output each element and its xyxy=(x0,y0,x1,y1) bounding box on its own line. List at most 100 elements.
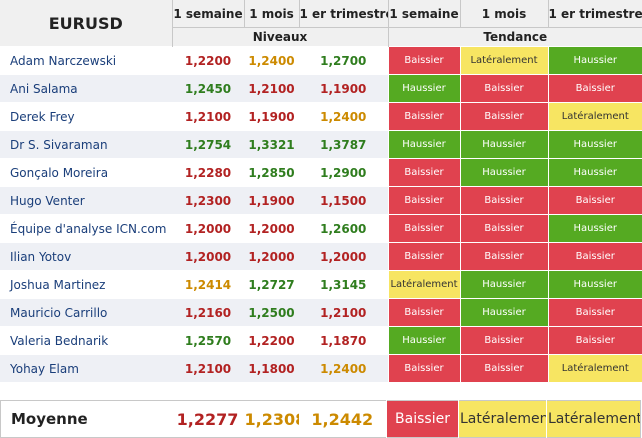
header-row-periods: EURUSD 1 semaine 1 mois 1 er trimestre 1… xyxy=(0,0,642,33)
average-trend-1m: Latéralement xyxy=(458,400,547,438)
table-row: Derek Frey 1,2100 1,1900 1,2400 Baissier Bais… xyxy=(0,102,642,131)
trend-badge: Baissier xyxy=(547,326,642,355)
table-row: Adam Narczewski 1,2200 1,2400 1,2700 Baissie… xyxy=(0,46,642,75)
level-value: 1,1900 xyxy=(244,102,299,131)
trend-header-q: 1 er trimestre xyxy=(547,0,642,28)
trend-badge: Latéralement xyxy=(547,102,642,131)
average-label: Moyenne xyxy=(11,410,88,428)
trend-badge: Baissier xyxy=(387,186,460,215)
trend-badge: Baissier xyxy=(387,46,460,75)
table-row: Valeria Bednarik 1,2570 1,2200 1,1870 Haussi… xyxy=(0,326,642,355)
table-row: Ilian Yotov 1,2000 1,2000 1,2000 Baissier Bai… xyxy=(0,242,642,271)
trend-group-header: Tendance xyxy=(387,27,642,47)
trend-badge: Latéralement xyxy=(547,354,642,382)
level-value: 1,2100 xyxy=(244,74,299,103)
trend-badge: Haussier xyxy=(387,326,460,355)
levels-header-1w: 1 semaine xyxy=(171,0,244,28)
level-value: 1,2280 xyxy=(172,158,244,187)
trend-badge: Baissier xyxy=(459,326,548,355)
level-value: 1,2900 xyxy=(299,158,388,187)
level-value: 1,1900 xyxy=(299,74,388,103)
level-value: 1,1870 xyxy=(299,326,388,355)
analyst-name: Dr S. Sivaraman xyxy=(0,130,172,159)
level-value: 1,2000 xyxy=(244,242,299,271)
trend-badge: Haussier xyxy=(459,298,548,327)
trend-badge: Baissier xyxy=(387,242,460,271)
trend-badge: Haussier xyxy=(387,74,460,103)
levels-header-1m: 1 mois xyxy=(243,0,299,28)
level-value: 1,2200 xyxy=(172,46,244,75)
trend-badge: Baissier xyxy=(387,298,460,327)
trend-badge: Baissier xyxy=(459,186,548,215)
level-value: 1,2000 xyxy=(244,214,299,243)
trend-badge: Baissier xyxy=(459,214,548,243)
level-value: 1,2570 xyxy=(172,326,244,355)
average-level-q: 1,2442 xyxy=(311,409,374,429)
trend-header-1m: 1 mois xyxy=(459,0,548,28)
levels-group-header: Niveaux xyxy=(171,27,388,47)
table-row: Équipe d'analyse ICN.com 1,2000 1,2000 1,26… xyxy=(0,214,642,243)
analyst-name: Valeria Bednarik xyxy=(0,326,172,355)
trend-badge: Baissier xyxy=(459,102,548,131)
analyst-name: Hugo Venter xyxy=(0,186,172,215)
trend-badge: Latéralement xyxy=(387,270,460,299)
level-value: 1,2500 xyxy=(244,298,299,327)
level-value: 1,2600 xyxy=(299,214,388,243)
level-value: 1,2400 xyxy=(299,354,388,382)
level-value: 1,1800 xyxy=(244,354,299,382)
trend-badge: Baissier xyxy=(547,186,642,215)
level-value: 1,2160 xyxy=(172,298,244,327)
table-row: Hugo Venter 1,2300 1,1900 1,1500 Baissier Bai… xyxy=(0,186,642,215)
level-value: 1,2727 xyxy=(244,270,299,299)
analyst-name: Gonçalo Moreira xyxy=(0,158,172,187)
table-row: Joshua Martinez 1,2414 1,2727 1,3145 Latéral… xyxy=(0,270,642,299)
level-value: 1,3321 xyxy=(244,130,299,159)
table-row: Mauricio Carrillo 1,2160 1,2500 1,2100 Baiss… xyxy=(0,298,642,327)
trend-badge: Haussier xyxy=(547,158,642,187)
level-value: 1,2100 xyxy=(299,298,388,327)
trend-badge: Haussier xyxy=(547,46,642,75)
trend-badge: Haussier xyxy=(547,270,642,299)
average-trend-q: Latéralement xyxy=(546,400,641,438)
trend-badge: Baissier xyxy=(547,298,642,327)
trend-badge: Haussier xyxy=(459,270,548,299)
trend-badge: Baissier xyxy=(459,74,548,103)
level-value: 1,2414 xyxy=(172,270,244,299)
consensus-table: EURUSD 1 semaine 1 mois 1 er trimestre 1… xyxy=(0,0,642,382)
level-value: 1,2000 xyxy=(299,242,388,271)
trend-badge: Haussier xyxy=(387,130,460,159)
analyst-name: Derek Frey xyxy=(0,102,172,131)
level-value: 1,1500 xyxy=(299,186,388,215)
level-value: 1,2450 xyxy=(172,74,244,103)
levels-header-q: 1 er trimestre xyxy=(298,0,388,28)
level-value: 1,2100 xyxy=(172,354,244,382)
level-value: 1,2000 xyxy=(172,242,244,271)
trend-badge: Haussier xyxy=(547,130,642,159)
level-value: 1,2200 xyxy=(244,326,299,355)
analyst-name: Joshua Martinez xyxy=(0,270,172,299)
table-row: Gonçalo Moreira 1,2280 1,2850 1,2900 Baissie… xyxy=(0,158,642,187)
level-value: 1,2000 xyxy=(172,214,244,243)
analyst-name: Yohay Elam xyxy=(0,354,172,382)
analyst-name: Ani Salama xyxy=(0,74,172,103)
trend-badge: Haussier xyxy=(547,214,642,243)
table-row: Yohay Elam 1,2100 1,1800 1,2400 Baissier Bais… xyxy=(0,354,642,382)
level-value: 1,2700 xyxy=(299,46,388,75)
level-value: 1,2400 xyxy=(299,102,388,131)
trend-badge: Baissier xyxy=(387,102,460,131)
analyst-name: Adam Narczewski xyxy=(0,46,172,75)
average-trend-1w: Baissier xyxy=(386,400,459,438)
analyst-name: Mauricio Carrillo xyxy=(0,298,172,327)
trend-badge: Baissier xyxy=(459,242,548,271)
trend-badge: Baissier xyxy=(387,354,460,382)
trend-badge: Baissier xyxy=(547,74,642,103)
level-value: 1,1900 xyxy=(244,186,299,215)
table-row: Dr S. Sivaraman 1,2754 1,3321 1,3787 Haussie… xyxy=(0,130,642,159)
trend-header-1w: 1 semaine xyxy=(387,0,460,28)
level-value: 1,2754 xyxy=(172,130,244,159)
trend-badge: Haussier xyxy=(459,130,548,159)
analyst-name: Équipe d'analyse ICN.com xyxy=(0,214,172,243)
level-value: 1,3787 xyxy=(299,130,388,159)
currency-pair-header: EURUSD xyxy=(48,13,123,33)
level-value: 1,2400 xyxy=(244,46,299,75)
